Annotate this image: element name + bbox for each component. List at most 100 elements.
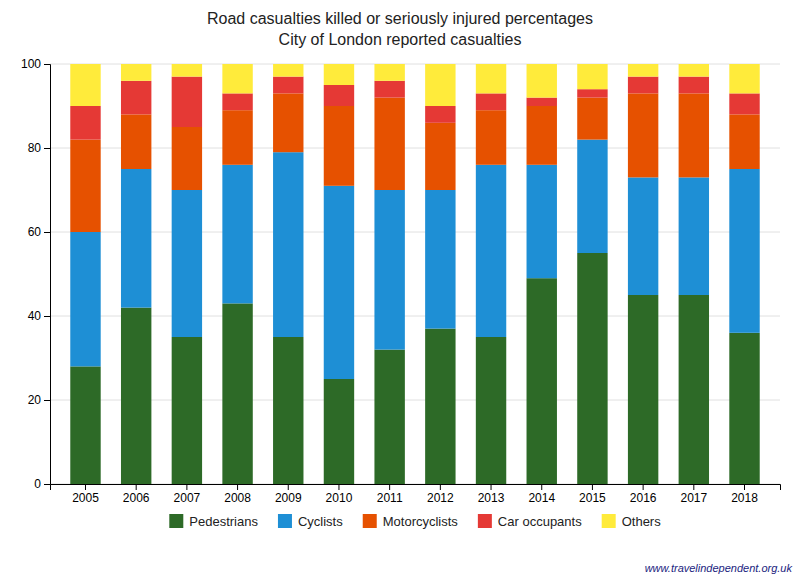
legend-label: Motorcyclists	[383, 514, 459, 529]
tick: 2015	[579, 484, 606, 505]
tick-mark	[85, 484, 86, 490]
bar	[70, 232, 100, 366]
tick-label: 2010	[326, 491, 353, 505]
tick-mark	[44, 148, 50, 149]
tick-label: 2015	[579, 491, 606, 505]
legend: Pedestrians Cyclists Motorcyclists Car occu…	[169, 514, 661, 529]
tick: 20	[28, 393, 50, 407]
bar	[628, 77, 658, 94]
legend-item: Pedestrians	[169, 514, 258, 529]
tick-mark	[44, 484, 50, 485]
tick: 2008	[224, 484, 251, 505]
tick-mark	[693, 484, 694, 490]
bar	[324, 106, 354, 186]
title: Road casualties killed or seriously inju…	[207, 10, 593, 27]
bar	[374, 350, 404, 484]
legend-label: Pedestrians	[189, 514, 258, 529]
bar	[425, 123, 455, 190]
bar	[70, 366, 100, 484]
bar	[425, 64, 455, 106]
tick-mark	[440, 484, 441, 490]
tick: 2005	[72, 484, 99, 505]
bar	[222, 93, 252, 110]
bar	[476, 64, 506, 93]
tick: 2012	[427, 484, 454, 505]
axis-line	[51, 485, 781, 491]
bar	[121, 64, 151, 81]
bar	[679, 64, 709, 77]
bar	[476, 110, 506, 165]
legend-swatch	[278, 514, 292, 528]
bar	[70, 140, 100, 232]
tick: 80	[28, 141, 50, 155]
bar	[628, 64, 658, 77]
bar	[121, 308, 151, 484]
bars	[70, 64, 759, 484]
bar	[374, 190, 404, 350]
bar	[628, 295, 658, 484]
tick: 2013	[478, 484, 505, 505]
bar	[324, 186, 354, 379]
tick: 60	[28, 225, 50, 239]
tick: 2016	[630, 484, 657, 505]
bar	[222, 64, 252, 93]
bar	[121, 169, 151, 308]
bar	[577, 98, 607, 140]
bar	[222, 165, 252, 304]
legend-swatch	[602, 514, 616, 528]
tick-label: 2007	[174, 491, 201, 505]
legend-label: Others	[622, 514, 662, 529]
bar	[577, 89, 607, 97]
bar	[527, 64, 557, 98]
tick-mark	[643, 484, 644, 490]
bar	[324, 85, 354, 106]
grid-line	[50, 316, 780, 317]
tick-label: 2012	[427, 491, 454, 505]
tick-label: 80	[28, 141, 42, 155]
bar-series	[70, 64, 759, 106]
bar	[476, 337, 506, 484]
legend-swatch	[169, 514, 183, 528]
tick-mark	[541, 484, 542, 490]
tick-label: 0	[34, 477, 41, 491]
bar	[679, 295, 709, 484]
tick-mark	[44, 400, 50, 401]
grid-line	[50, 232, 780, 233]
y-axis: 020406080100	[21, 57, 51, 491]
bar	[70, 106, 100, 140]
tick-label: 2017	[680, 491, 707, 505]
bar	[273, 93, 303, 152]
tick: 2009	[275, 484, 302, 505]
tick-label: 2008	[224, 491, 251, 505]
bar	[729, 114, 759, 169]
bar	[628, 177, 658, 295]
bar	[121, 81, 151, 115]
bar	[679, 77, 709, 94]
bar	[729, 93, 759, 114]
bar	[324, 379, 354, 484]
bar	[425, 329, 455, 484]
bar	[527, 165, 557, 278]
bar	[476, 165, 506, 337]
legend-label: Cyclists	[298, 514, 343, 529]
tick-label: 2011	[377, 491, 403, 505]
tick-label: 2005	[72, 491, 99, 505]
bar	[374, 64, 404, 81]
bar	[172, 77, 202, 127]
tick-mark	[288, 484, 289, 490]
legend-item: Motorcyclists	[363, 514, 459, 529]
bar	[577, 140, 607, 253]
tick-label: 2018	[731, 491, 758, 505]
bar	[679, 177, 709, 295]
legend-swatch	[478, 514, 492, 528]
tick: 2014	[528, 484, 555, 505]
bar	[273, 337, 303, 484]
tick-label: 60	[28, 225, 42, 239]
tick: 2006	[123, 484, 150, 505]
legend-label: Car occupants	[498, 514, 582, 529]
annotation: www.travelindependent.org.uk	[645, 562, 793, 574]
bar	[577, 64, 607, 89]
bar	[222, 303, 252, 484]
bar	[70, 64, 100, 106]
tick: 2017	[680, 484, 707, 505]
